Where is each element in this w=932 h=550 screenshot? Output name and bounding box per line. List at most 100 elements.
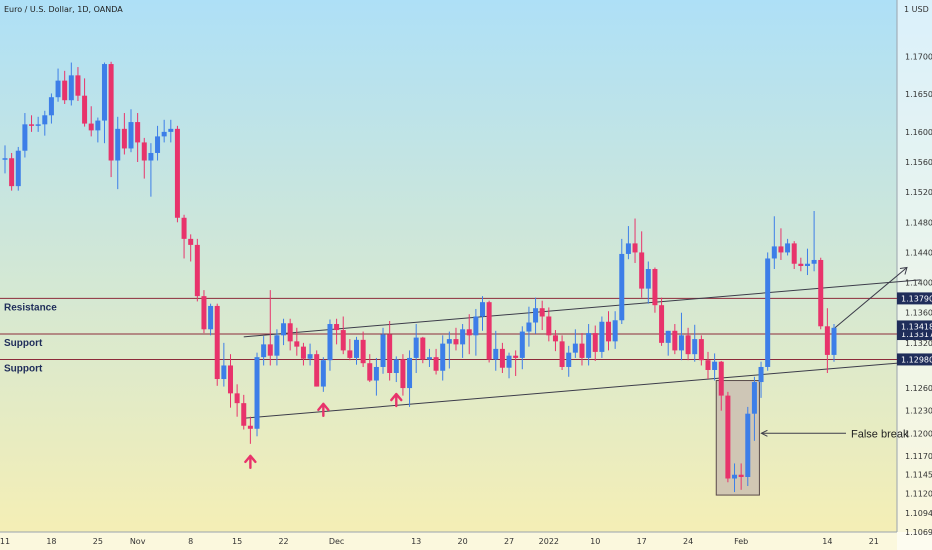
- projection-arrow-line: [834, 267, 908, 329]
- candle-body: [645, 269, 651, 289]
- candle-body: [632, 243, 638, 253]
- x-tick-label: Dec: [329, 537, 344, 546]
- x-tick-label: 2022: [539, 537, 559, 546]
- candle-body: [181, 217, 187, 239]
- candle-body: [82, 95, 88, 124]
- candle-body: [367, 363, 373, 381]
- candle-body: [804, 263, 810, 266]
- up-arrow-icon: [317, 402, 330, 418]
- candle-body: [712, 361, 718, 370]
- candle-body: [692, 339, 698, 355]
- candle-body: [161, 131, 167, 137]
- candle-body: [665, 330, 671, 343]
- candle-body: [811, 259, 817, 264]
- candle-body: [373, 366, 379, 381]
- y-tick-label: 1.15600: [905, 158, 932, 167]
- candle-body: [221, 365, 227, 380]
- x-tick-label: 17: [637, 537, 647, 546]
- y-tick-label: 1.11700: [905, 452, 932, 461]
- candle-body: [606, 321, 612, 342]
- y-tick-label: 1.10690: [905, 528, 932, 537]
- candle-body: [758, 366, 764, 383]
- candle-body: [446, 339, 452, 344]
- level-label: Support: [4, 363, 43, 374]
- candle-body: [141, 142, 147, 161]
- candle-body: [128, 122, 134, 149]
- x-tick-label: 24: [683, 537, 693, 546]
- candle-body: [738, 474, 744, 477]
- x-tick-label: 20: [458, 537, 468, 546]
- candle-body: [287, 323, 293, 342]
- candle-body: [698, 339, 704, 361]
- annotations: False break: [760, 428, 909, 440]
- price-badge-label: 1.13790: [901, 294, 932, 303]
- candle-body: [559, 341, 565, 367]
- candle-body: [247, 425, 253, 429]
- candle-body: [426, 357, 432, 360]
- x-tick-label: Feb: [734, 537, 748, 546]
- channel-upper-line: [243, 279, 921, 338]
- candle-body: [486, 302, 492, 360]
- candle-body: [115, 128, 121, 161]
- candle-body: [108, 64, 114, 161]
- trend-channel: [243, 266, 921, 419]
- up-arrow-icon: [244, 454, 257, 470]
- candle-body: [824, 326, 830, 355]
- candles: [2, 61, 837, 493]
- candle-body: [35, 124, 41, 126]
- candle-body: [526, 322, 532, 332]
- y-tick-label: 1.11450: [905, 471, 932, 480]
- candle-body: [718, 361, 724, 396]
- candle-body: [566, 352, 572, 367]
- candle-body: [340, 330, 346, 351]
- candle-body: [314, 354, 320, 387]
- annotation-label: False break: [851, 428, 909, 440]
- support-trendline: [243, 360, 921, 419]
- y-tick-label: 1.12300: [905, 407, 932, 416]
- candle-body: [592, 333, 598, 352]
- level-label: Support: [4, 338, 43, 349]
- projection-arrowhead: [899, 266, 908, 275]
- candle-body: [267, 344, 273, 356]
- candle-body: [433, 357, 439, 371]
- candle-body: [234, 393, 240, 404]
- candle-body: [659, 305, 665, 343]
- candle-body: [294, 341, 300, 347]
- candle-body: [281, 323, 287, 336]
- candle-body: [9, 158, 15, 187]
- candle-body: [672, 330, 678, 351]
- candle-body: [55, 80, 61, 98]
- x-tick-label: 10: [590, 537, 600, 546]
- candle-body: [732, 474, 738, 479]
- candle-body: [400, 359, 406, 389]
- candle-body: [831, 327, 837, 355]
- candle-body: [194, 244, 200, 297]
- candle-body: [353, 339, 359, 358]
- candle-body: [552, 335, 558, 342]
- candle-body: [300, 346, 306, 359]
- x-tick-label: 13: [411, 537, 421, 546]
- candle-body: [88, 123, 94, 131]
- candle-body: [387, 334, 393, 374]
- y-tick-label: 1.12000: [905, 429, 932, 438]
- candle-body: [254, 357, 260, 429]
- price-badge-label: 1.13317: [901, 330, 932, 339]
- candle-body: [818, 259, 824, 327]
- candle-body: [519, 331, 525, 358]
- price-badge: [897, 320, 932, 333]
- candle-body: [440, 343, 446, 371]
- candle-body: [214, 305, 220, 380]
- candle-body: [135, 122, 141, 143]
- time-axis-panel: [0, 532, 932, 550]
- candle-body: [327, 324, 333, 361]
- candle-body: [785, 243, 791, 253]
- candle-body: [765, 258, 771, 367]
- y-tick-label: 1.16000: [905, 128, 932, 137]
- candle-body: [360, 339, 366, 364]
- price-badge: [897, 353, 932, 366]
- price-badges: 1.13790 1.13317 1.12980 1.13418: [897, 292, 932, 366]
- candle-body: [619, 253, 625, 321]
- chart-title: Euro / U.S. Dollar, 1D, OANDA: [4, 5, 123, 14]
